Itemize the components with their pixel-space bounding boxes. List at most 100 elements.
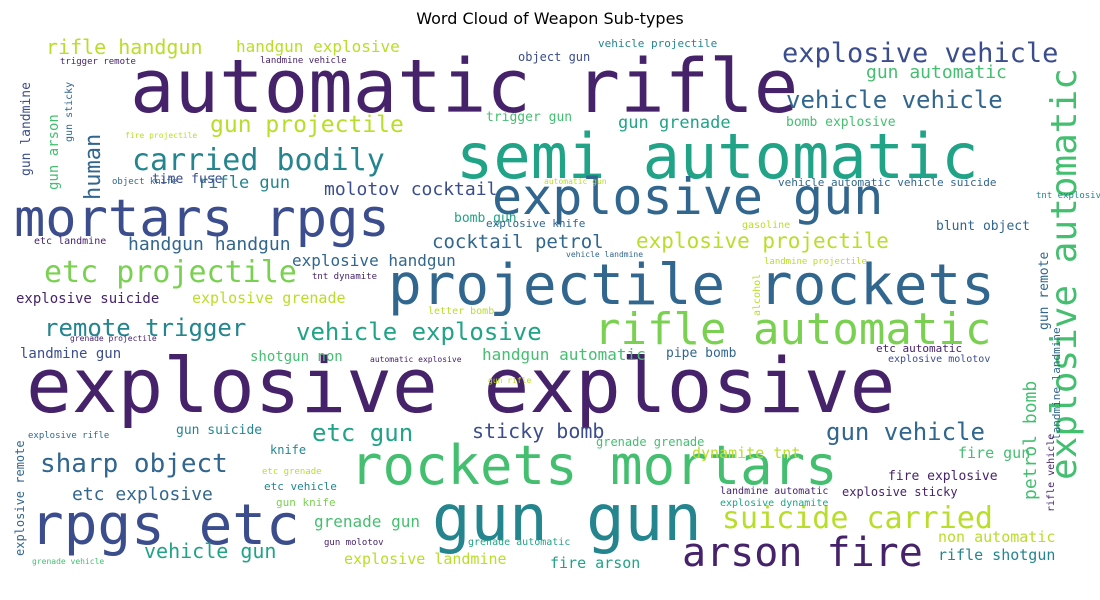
cloud-word: rockets mortars	[350, 434, 838, 497]
cloud-word: trigger remote	[60, 57, 136, 67]
cloud-word: gun automatic	[866, 62, 1007, 83]
cloud-word: remote trigger	[44, 314, 246, 342]
cloud-word: tnt dynamite	[312, 272, 377, 282]
cloud-word: gun grenade	[618, 113, 731, 133]
cloud-word: etc vehicle	[264, 480, 337, 493]
cloud-word: explosive explosive	[26, 341, 895, 430]
cloud-word: gun gun	[432, 482, 702, 556]
cloud-word: fire arson	[550, 554, 640, 572]
cloud-word: etc explosive	[72, 484, 213, 505]
cloud-word: vehicle projectile	[598, 37, 717, 50]
cloud-word: gasoline	[742, 220, 790, 231]
cloud-word: etc automatic	[876, 342, 962, 355]
cloud-word: carried bodily	[132, 143, 385, 178]
cloud-word: explosive gun	[492, 168, 883, 226]
cloud-word: blunt object	[936, 219, 1030, 234]
cloud-word: grenade automatic	[468, 537, 570, 548]
cloud-word: explosive molotov	[888, 354, 990, 365]
cloud-word: explosive handgun	[292, 251, 456, 270]
cloud-word: bomb explosive	[786, 115, 896, 130]
cloud-word: cocktail petrol	[432, 231, 604, 253]
cloud-word: pipe bomb	[666, 346, 737, 361]
cloud-word: gun remote	[1037, 252, 1052, 330]
cloud-word: handgun automatic	[482, 345, 646, 364]
cloud-word: rpgs etc	[30, 493, 300, 558]
cloud-word: explosive suicide	[16, 291, 159, 307]
cloud-word: fire projectile	[125, 131, 197, 140]
cloud-word: gun vehicle	[826, 418, 985, 446]
cloud-word: sharp object	[40, 449, 228, 479]
cloud-word: explosive knife	[486, 217, 585, 230]
cloud-word: landmine vehicle	[260, 56, 347, 66]
cloud-word: mortars rpgs	[14, 189, 390, 249]
cloud-word: gun knife	[276, 496, 336, 509]
cloud-word: explosive sticky	[842, 485, 958, 499]
cloud-word: vehicle gun	[144, 539, 276, 563]
cloud-word: grenade gun	[314, 512, 420, 531]
cloud-word: explosive grenade	[192, 289, 346, 307]
cloud-word: time fuse	[152, 172, 223, 187]
cloud-word: explosive rifle	[28, 431, 109, 441]
cloud-word: tnt explosive	[1036, 191, 1100, 201]
cloud-word: human	[81, 134, 106, 200]
chart-title: Word Cloud of Weapon Sub-types	[416, 9, 684, 28]
cloud-word: vehicle explosive	[296, 318, 542, 346]
cloud-word: etc projectile	[44, 255, 297, 290]
cloud-word: rifle shotgun	[938, 546, 1055, 564]
cloud-word: grenade grenade	[596, 435, 704, 449]
cloud-word: trigger gun	[486, 110, 572, 125]
cloud-word: dynamite tnt	[692, 444, 800, 462]
cloud-word: semi automatic	[456, 120, 979, 193]
cloud-word: gun sticky	[64, 82, 75, 142]
cloud-word: fire gun	[958, 444, 1030, 462]
cloud-word: molotov cocktail	[324, 179, 497, 200]
cloud-word: automatic explosive	[370, 355, 462, 364]
cloud-word: handgun explosive	[236, 37, 400, 56]
cloud-word: grenade projectile	[70, 334, 157, 343]
cloud-word: gun molotov	[324, 538, 384, 548]
cloud-word: landmine automatic	[720, 486, 828, 497]
cloud-word: landmine landmine	[1050, 327, 1063, 440]
cloud-word: grenade vehicle	[32, 557, 104, 566]
cloud-word: gun suicide	[176, 423, 262, 438]
cloud-word: gun rifle	[488, 376, 532, 385]
cloud-word: explosive projectile	[636, 229, 889, 253]
cloud-word: rifle vehicle	[1046, 434, 1057, 512]
cloud-word: sticky bomb	[472, 419, 604, 443]
cloud-word: knife	[270, 443, 306, 457]
cloud-word: alcohol	[752, 274, 763, 316]
cloud-word: fire explosive	[888, 469, 998, 484]
cloud-word: explosive remote	[13, 440, 27, 556]
cloud-word: explosive automatic	[1044, 68, 1085, 480]
cloud-word: etc landmine	[34, 236, 106, 247]
cloud-word: non automatic	[938, 528, 1055, 546]
cloud-word: shotgun non	[250, 349, 343, 365]
cloud-word: arson fire	[682, 530, 923, 576]
cloud-word: landmine gun	[20, 346, 121, 362]
cloud-word: bomb gun	[454, 211, 517, 226]
cloud-word: etc gun	[312, 419, 413, 447]
cloud-word: explosive vehicle	[782, 38, 1058, 69]
cloud-word: petrol bomb	[1020, 381, 1041, 500]
cloud-word: gun landmine	[19, 82, 34, 176]
cloud-word: letter bomb	[428, 306, 494, 317]
cloud-word: rifle handgun	[46, 35, 203, 59]
cloud-word: rifle gun	[198, 173, 290, 193]
cloud-word: automatic gun	[544, 177, 607, 186]
cloud-word: etc grenade	[262, 467, 322, 477]
cloud-word: handgun handgun	[128, 234, 291, 255]
cloud-word: landmine projectile	[764, 257, 867, 267]
cloud-word: explosive dynamite	[720, 498, 828, 509]
cloud-word: vehicle vehicle	[786, 86, 1003, 114]
cloud-word: rifle automatic	[594, 304, 991, 355]
cloud-word: projectile rockets	[388, 253, 995, 318]
cloud-word: vehicle automatic vehicle suicide	[778, 176, 997, 189]
cloud-word: explosive landmine	[344, 550, 507, 568]
cloud-word: vehicle landmine	[566, 250, 643, 259]
cloud-word: automatic rifle	[130, 44, 798, 130]
cloud-word: gun projectile	[210, 112, 404, 138]
cloud-word: object gun	[518, 50, 590, 64]
cloud-word: gun arson	[46, 114, 62, 190]
cloud-word: object knife	[112, 177, 177, 187]
